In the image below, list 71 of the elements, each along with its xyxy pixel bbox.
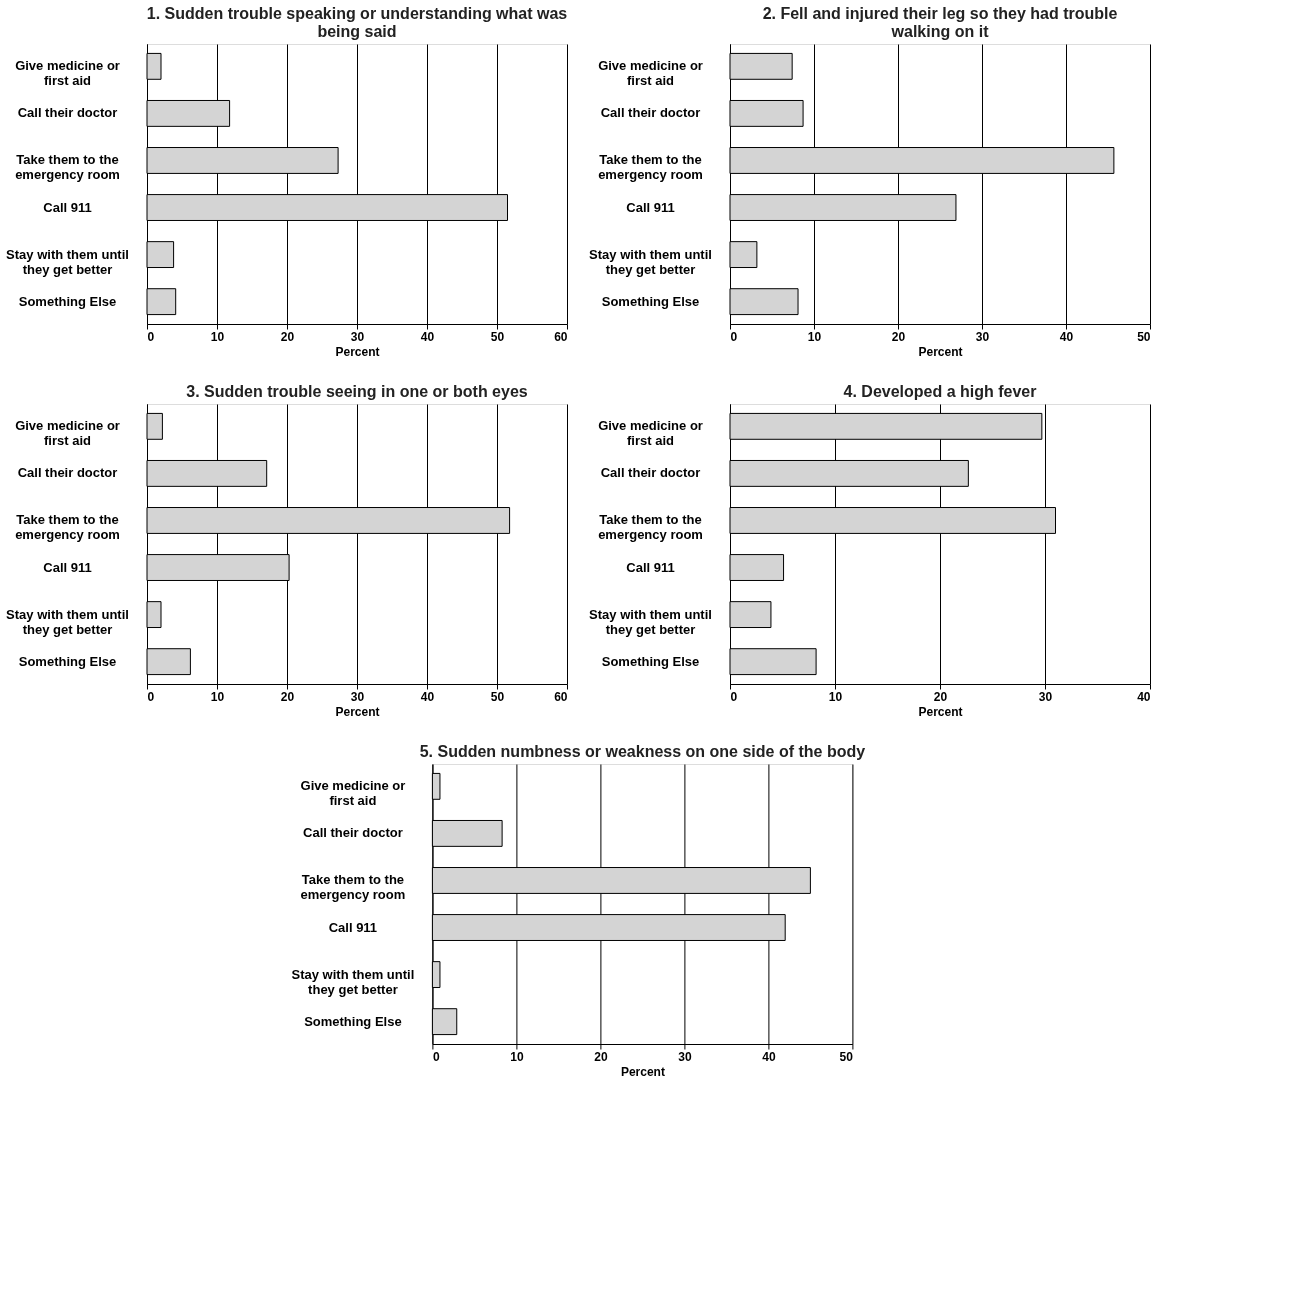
y-tick-label: Give medicine or first aid xyxy=(598,58,703,89)
x-tick-label: 0 xyxy=(147,689,155,704)
x-tick-label: 50 xyxy=(490,329,505,344)
y-tick-label: Call 911 xyxy=(43,559,92,575)
x-tick-label: 30 xyxy=(678,1049,692,1064)
x-tick-label: 40 xyxy=(1059,329,1074,344)
y-tick-label: Call their doctor xyxy=(17,105,118,121)
x-axis-title: Percent xyxy=(335,704,380,719)
y-tick-label: Take them to the emergency room xyxy=(15,512,120,543)
y-tick-label: Give medicine or first aid xyxy=(598,418,703,449)
x-tick-label: 10 xyxy=(828,689,843,704)
y-tick-label: Take them to the emergency room xyxy=(598,152,703,183)
y-tick-label: Take them to the emergency room xyxy=(15,152,120,183)
x-tick-label: 20 xyxy=(280,329,295,344)
x-tick-label: 0 xyxy=(147,329,155,344)
y-tick-label: Call their doctor xyxy=(600,465,701,481)
y-tick-label: Something Else xyxy=(304,1013,402,1029)
x-axis-title: Percent xyxy=(918,704,963,719)
y-tick-label: Something Else xyxy=(18,293,117,309)
y-tick-label: Something Else xyxy=(601,293,700,309)
chart-title: 2. Fell and injured their leg so they had trouble walking on it xyxy=(762,5,1118,40)
x-tick-label: 50 xyxy=(839,1049,854,1064)
y-tick-label: Call 911 xyxy=(626,199,675,215)
x-axis-title: Percent xyxy=(620,1064,665,1079)
y-tick-label: Call their doctor xyxy=(303,825,403,841)
x-tick-label: 10 xyxy=(510,1049,524,1064)
x-tick-label: 20 xyxy=(891,329,906,344)
chart-title: 4. Developed a high fever xyxy=(843,383,1037,400)
y-tick-label: Call 911 xyxy=(328,919,378,935)
x-tick-label: 10 xyxy=(210,689,225,704)
x-tick-label: 40 xyxy=(420,689,435,704)
y-tick-label: Stay with them until they get better xyxy=(589,606,712,637)
chart-title: 5. Sudden numbness or weakness on one side of the body xyxy=(419,743,866,760)
x-tick-label: 50 xyxy=(490,689,505,704)
x-tick-label: 10 xyxy=(807,329,822,344)
x-tick-label: 20 xyxy=(594,1049,608,1064)
x-tick-label: 0 xyxy=(432,1049,440,1064)
x-tick-label: 20 xyxy=(933,689,948,704)
y-tick-label: Stay with them until they get better xyxy=(291,966,415,997)
y-tick-label: Call their doctor xyxy=(600,105,701,121)
chart-title: 1. Sudden trouble speaking or understanding what was being said xyxy=(146,5,568,40)
y-tick-label: Give medicine or first aid xyxy=(300,778,406,809)
y-tick-label: Stay with them until they get better xyxy=(589,246,712,277)
x-tick-label: 20 xyxy=(280,689,295,704)
y-tick-label: Call 911 xyxy=(43,199,92,215)
x-tick-label: 40 xyxy=(1137,689,1151,704)
y-tick-label: Call their doctor xyxy=(17,465,118,481)
y-tick-label: Stay with them until they get better xyxy=(6,246,129,277)
y-tick-label: Call 911 xyxy=(626,559,675,575)
y-tick-label: Give medicine or first aid xyxy=(15,58,120,89)
y-tick-label: Take them to the emergency room xyxy=(300,872,406,903)
x-tick-label: 60 xyxy=(554,329,568,344)
x-tick-label: 60 xyxy=(554,689,568,704)
x-tick-label: 10 xyxy=(210,329,225,344)
x-tick-label: 30 xyxy=(350,689,365,704)
y-tick-label: Give medicine or first aid xyxy=(15,418,120,449)
y-tick-label: Stay with them until they get better xyxy=(6,606,129,637)
y-tick-label: Something Else xyxy=(601,653,700,669)
x-tick-label: 30 xyxy=(350,329,365,344)
x-axis-title: Percent xyxy=(335,344,380,359)
x-axis-title: Percent xyxy=(918,344,963,359)
y-tick-label: Something Else xyxy=(18,653,117,669)
x-tick-label: 40 xyxy=(762,1049,776,1064)
x-tick-label: 30 xyxy=(1038,689,1053,704)
x-tick-label: 30 xyxy=(975,329,990,344)
y-tick-label: Take them to the emergency room xyxy=(598,512,703,543)
x-tick-label: 50 xyxy=(1137,329,1151,344)
x-tick-label: 40 xyxy=(420,329,435,344)
x-tick-label: 0 xyxy=(730,689,738,704)
chart-title: 3. Sudden trouble seeing in one or both eyes xyxy=(186,383,528,400)
x-tick-label: 0 xyxy=(730,329,738,344)
